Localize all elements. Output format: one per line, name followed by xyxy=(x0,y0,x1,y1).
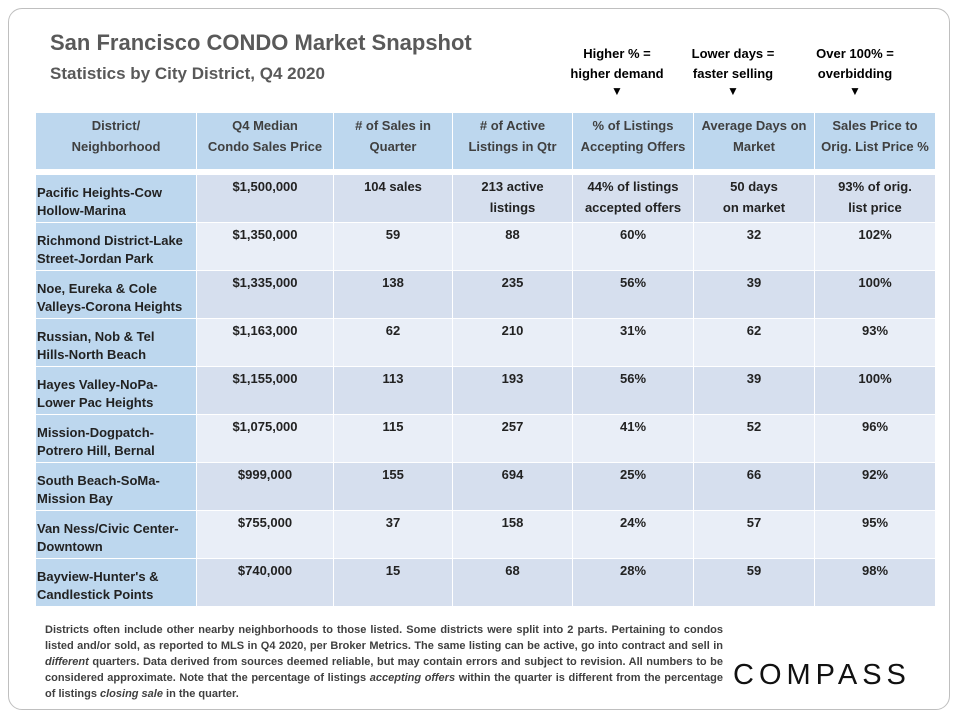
table-cell: 213 active listings xyxy=(453,175,573,223)
row-header: Bayview-Hunter's & Candlestick Points xyxy=(36,559,197,607)
annotation: Lower days = faster selling xyxy=(691,46,775,81)
table-cell: 62 xyxy=(334,319,453,367)
column-header: Q4 Median Condo Sales Price xyxy=(197,113,334,170)
footnote-text: closing sale xyxy=(100,688,163,700)
row-header: Hayes Valley-NoPa- Lower Pac Heights xyxy=(36,367,197,415)
column-header: % of Listings Accepting Offers xyxy=(573,113,694,170)
table-cell: 57 xyxy=(694,511,815,559)
table-cell: 138 xyxy=(334,271,453,319)
column-header: Average Days on Market xyxy=(694,113,815,170)
table-cell: 104 sales xyxy=(334,175,453,223)
table-cell: 193 xyxy=(453,367,573,415)
table-cell: $755,000 xyxy=(197,511,334,559)
table-cell: $999,000 xyxy=(197,463,334,511)
table-cell: 93% xyxy=(815,319,936,367)
table-cell: 56% xyxy=(573,271,694,319)
annotation: Over 100% = overbidding xyxy=(816,46,894,81)
footnote-text: accepting offers xyxy=(369,672,456,684)
title: San Francisco CONDO Market Snapshot xyxy=(50,30,472,55)
table-cell: $1,350,000 xyxy=(197,223,334,271)
row-header: South Beach-SoMa- Mission Bay xyxy=(36,463,197,511)
footnote: Districts often include other nearby nei… xyxy=(45,622,723,702)
table-cell: 52 xyxy=(694,415,815,463)
table-cell: 694 xyxy=(453,463,573,511)
table-cell: 62 xyxy=(694,319,815,367)
table-cell: 56% xyxy=(573,367,694,415)
table-cell: $1,155,000 xyxy=(197,367,334,415)
table-cell: 100% xyxy=(815,367,936,415)
table-cell: 102% xyxy=(815,223,936,271)
footnote-text: Districts often include other nearby nei… xyxy=(45,624,723,652)
row-header: Mission-Dogpatch- Potrero Hill, Bernal xyxy=(36,415,197,463)
table-cell: 44% of listings accepted offers xyxy=(573,175,694,223)
table-cell: 39 xyxy=(694,367,815,415)
table-cell: 88 xyxy=(453,223,573,271)
table-cell: $1,500,000 xyxy=(197,175,334,223)
table-cell: 59 xyxy=(694,559,815,607)
arrow: ▼ xyxy=(727,84,739,98)
table-cell: 113 xyxy=(334,367,453,415)
row-header: Noe, Eureka & Cole Valleys-Corona Height… xyxy=(36,271,197,319)
footnote-text: in the quarter. xyxy=(162,688,239,700)
table-cell: $1,163,000 xyxy=(197,319,334,367)
table-cell: 37 xyxy=(334,511,453,559)
column-header: # of Active Listings in Qtr xyxy=(453,113,573,170)
row-header: Russian, Nob & Tel Hills-North Beach xyxy=(36,319,197,367)
table-cell: 24% xyxy=(573,511,694,559)
column-header: # of Sales in Quarter xyxy=(334,113,453,170)
table-cell: 60% xyxy=(573,223,694,271)
table-cell: $1,335,000 xyxy=(197,271,334,319)
table-cell: $1,075,000 xyxy=(197,415,334,463)
table-cell: 210 xyxy=(453,319,573,367)
table-cell: 32 xyxy=(694,223,815,271)
table-cell: 98% xyxy=(815,559,936,607)
table-cell: 96% xyxy=(815,415,936,463)
table-cell: 257 xyxy=(453,415,573,463)
annotation: Higher % = higher demand xyxy=(570,46,664,81)
table-cell: 93% of orig. list price xyxy=(815,175,936,223)
footnote-text: quarters. Data derived from sources deem… xyxy=(45,656,723,684)
table-cell: $740,000 xyxy=(197,559,334,607)
logo: COMPASS xyxy=(733,659,911,691)
table-cell: 158 xyxy=(453,511,573,559)
table-cell: 31% xyxy=(573,319,694,367)
table-cell: 155 xyxy=(334,463,453,511)
column-header: Sales Price to Orig. List Price % xyxy=(815,113,936,170)
table-cell: 66 xyxy=(694,463,815,511)
column-header: District/ Neighborhood xyxy=(36,113,197,170)
table-cell: 92% xyxy=(815,463,936,511)
table-cell: 39 xyxy=(694,271,815,319)
row-header: Pacific Heights-Cow Hollow-Marina xyxy=(36,175,197,223)
table-cell: 41% xyxy=(573,415,694,463)
footnote-text: within the quarter is different from the… xyxy=(45,672,723,700)
footnote-text: different xyxy=(45,656,89,668)
arrow: ▼ xyxy=(611,84,623,98)
table-cell: 68 xyxy=(453,559,573,607)
table-cell: 15 xyxy=(334,559,453,607)
slide xyxy=(8,8,950,710)
table-cell: 100% xyxy=(815,271,936,319)
subtitle: Statistics by City District, Q4 2020 xyxy=(50,64,325,83)
table-cell: 95% xyxy=(815,511,936,559)
row-header: Richmond District-Lake Street-Jordan Par… xyxy=(36,223,197,271)
arrow: ▼ xyxy=(849,84,861,98)
row-header: Van Ness/Civic Center- Downtown xyxy=(36,511,197,559)
table-cell: 50 days on market xyxy=(694,175,815,223)
table-cell: 28% xyxy=(573,559,694,607)
table-cell: 115 xyxy=(334,415,453,463)
table-cell: 59 xyxy=(334,223,453,271)
table-cell: 235 xyxy=(453,271,573,319)
table-cell: 25% xyxy=(573,463,694,511)
